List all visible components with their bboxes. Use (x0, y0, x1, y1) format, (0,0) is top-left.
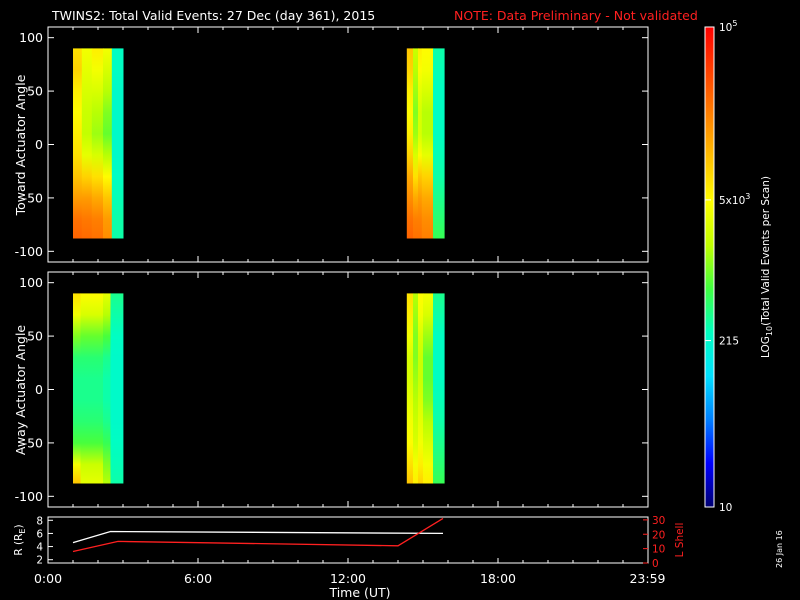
time-tick-label: 18:00 (480, 571, 516, 586)
toward-frame (47, 26, 649, 263)
r-tick-label: 2 (36, 555, 43, 567)
away-scan-column (433, 293, 445, 484)
lshell-tick-label: 20 (652, 529, 665, 541)
time-tick-label: 12:00 (330, 571, 366, 586)
toward-ytick-label: -100 (15, 244, 43, 259)
lshell-line (72, 517, 444, 553)
away-ylabel: Away Actuator Angle (13, 325, 28, 456)
lshell-tick-label: 30 (652, 515, 665, 527)
away-scan-column (110, 293, 124, 484)
colorbar-ticks: 105 5x103 215 10 (705, 19, 750, 514)
preliminary-note: NOTE: Data Preliminary - Not validated (454, 8, 698, 23)
toward-ytick-label: 100 (19, 30, 43, 45)
away-ytick-label: 50 (27, 329, 43, 344)
colorbar-tick-label: 10 (719, 502, 732, 514)
date-stamp: 26 Jan 16 (775, 530, 784, 568)
time-axis-label: Time (UT) (328, 585, 390, 600)
time-tick-label: 0:00 (34, 571, 62, 586)
toward-panel: -100 -50 0 50 100 Toward Actuator Angle (13, 26, 649, 263)
away-panel: -100 -50 0 50 100 Away Actuator Angle (13, 271, 649, 508)
r-axis-ticks: 24 68 (36, 515, 53, 567)
toward-ytick-label: 0 (35, 137, 43, 152)
toward-y-ticks: -100 -50 0 50 100 (15, 27, 649, 262)
colorbar-tick-label: 105 (719, 19, 737, 34)
toward-scan-column (421, 48, 434, 239)
ephemeris-panel: 24 68 0 10 20 30 0:00 6:00 12:00 18:00 23:59 R (… (13, 515, 686, 600)
away-scan-column (80, 293, 104, 484)
toward-scan-column (433, 48, 445, 239)
chart-title: TWINS2: Total Valid Events: 27 Dec (day … (51, 8, 375, 23)
colorbar-tick-label: 5x103 (719, 192, 750, 207)
away-scan-column (423, 293, 434, 484)
away-ytick-label: -100 (15, 489, 43, 504)
toward-scan-column (73, 48, 83, 239)
away-ytick-label: -50 (23, 435, 43, 450)
lshell-tick-label: 10 (652, 544, 665, 556)
time-tick-label: 6:00 (184, 571, 212, 586)
away-ytick-label: 0 (35, 382, 43, 397)
colorbar-gradient (705, 27, 714, 507)
away-scan-column (406, 293, 414, 484)
away-scan-column (73, 293, 81, 484)
time-tick-label: 23:59 (629, 571, 665, 586)
away-y-ticks: -100 -50 0 50 100 (15, 272, 649, 507)
lshell-axis-label: L Shell (674, 523, 686, 558)
away-frame (47, 271, 649, 508)
r-distance-line (72, 530, 444, 544)
lshell-tick-label: 0 (652, 558, 659, 570)
time-axis-ticks: 0:00 6:00 12:00 18:00 23:59 (34, 558, 666, 586)
toward-ytick-label: -50 (23, 190, 43, 205)
toward-scan-column (81, 48, 93, 239)
ephemeris-frame (47, 516, 649, 564)
colorbar-tick-label: 215 (719, 336, 739, 348)
colorbar-label: LOG10(Total Valid Events per Scan) (760, 176, 774, 358)
away-heatmap (73, 293, 445, 484)
toward-scan-column (406, 48, 414, 239)
r-tick-label: 6 (36, 528, 43, 540)
ephemeris-lines (72, 517, 444, 553)
r-tick-label: 8 (36, 515, 43, 527)
away-scan-column (103, 293, 111, 484)
away-scan-column (418, 293, 424, 484)
colorbar: 105 5x103 215 10 LOG10(Total Valid Events p… (704, 19, 774, 514)
toward-ylabel: Toward Actuator Angle (13, 74, 28, 216)
r-tick-label: 4 (36, 542, 43, 554)
away-ytick-label: 100 (19, 275, 43, 290)
toward-scan-column (103, 48, 113, 239)
lshell-axis-ticks: 0 10 20 30 (643, 515, 665, 570)
toward-scan-column (111, 48, 124, 239)
r-axis-label: R (RE) (13, 524, 27, 555)
away-scan-column (413, 293, 419, 484)
toward-scan-column (413, 48, 419, 239)
toward-ytick-label: 50 (27, 84, 43, 99)
toward-heatmap (73, 48, 445, 239)
toward-scan-column (418, 48, 423, 239)
toward-scan-column (91, 48, 104, 239)
